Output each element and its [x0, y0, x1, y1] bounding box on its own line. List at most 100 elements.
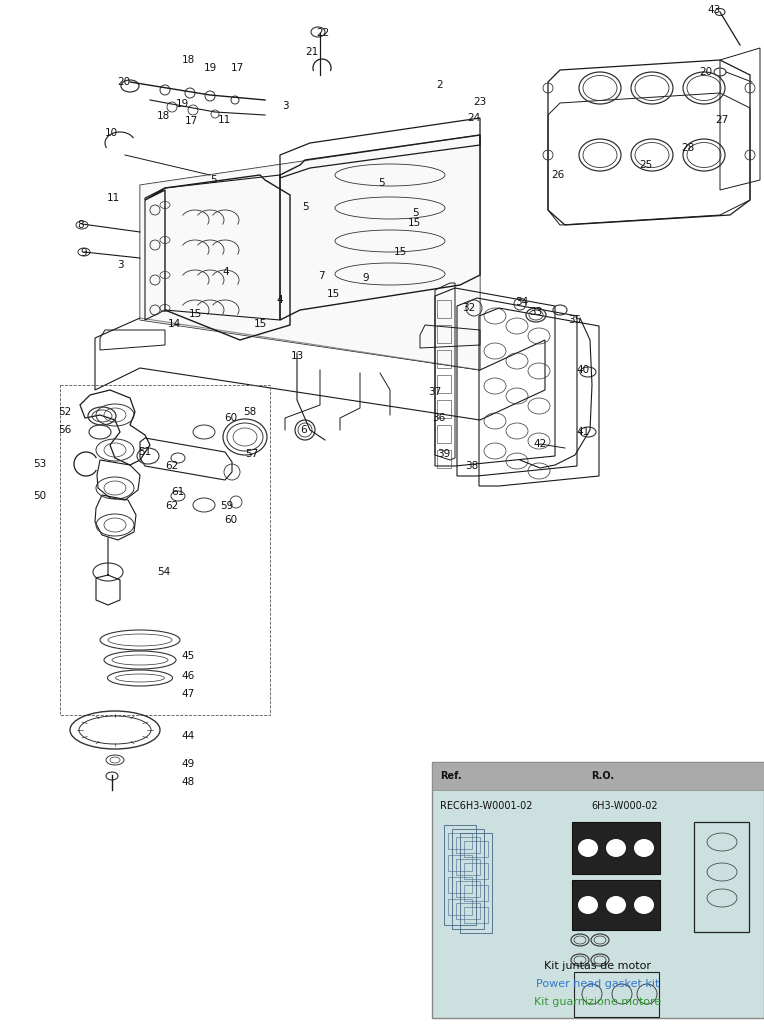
Text: 10: 10	[105, 128, 118, 138]
Text: 4: 4	[222, 267, 229, 278]
Text: 56: 56	[58, 425, 72, 435]
Polygon shape	[140, 135, 480, 370]
Text: 32: 32	[462, 303, 476, 313]
Bar	[456, 881, 480, 897]
Text: 51: 51	[138, 447, 151, 457]
Text: 49: 49	[181, 759, 195, 769]
Bar	[437, 350, 451, 368]
Text: 4: 4	[277, 295, 283, 305]
Text: 47: 47	[181, 689, 195, 699]
Text: 24: 24	[468, 113, 481, 123]
Text: 37: 37	[429, 387, 442, 397]
Text: 46: 46	[181, 671, 195, 681]
Text: R.O.: R.O.	[591, 771, 614, 781]
Text: Ref.: Ref.	[440, 771, 461, 781]
Text: 27: 27	[715, 115, 729, 125]
Text: 21: 21	[306, 47, 319, 57]
Text: 62: 62	[165, 461, 179, 471]
Bar	[448, 833, 472, 849]
Text: 60: 60	[225, 515, 238, 525]
Text: 15: 15	[189, 309, 202, 319]
Text: 45: 45	[181, 651, 195, 662]
Ellipse shape	[634, 839, 654, 857]
Bar	[464, 841, 488, 857]
Text: 57: 57	[245, 449, 259, 459]
Ellipse shape	[606, 896, 626, 914]
Bar	[452, 829, 484, 929]
Text: 35: 35	[568, 315, 581, 325]
Bar	[437, 450, 451, 468]
Bar	[437, 325, 451, 343]
Text: 19: 19	[176, 99, 189, 109]
Text: REC6H3-W0001-02: REC6H3-W0001-02	[440, 801, 533, 811]
Text: 5: 5	[303, 202, 309, 212]
Text: 3: 3	[117, 260, 123, 270]
Text: 11: 11	[106, 193, 120, 203]
Ellipse shape	[578, 839, 598, 857]
Text: 6H3-W000-02: 6H3-W000-02	[591, 801, 658, 811]
Text: 60: 60	[225, 413, 238, 423]
Bar	[448, 899, 472, 915]
Bar	[60, 385, 270, 715]
Text: 61: 61	[171, 487, 185, 497]
Bar	[572, 822, 660, 874]
Text: 58: 58	[244, 407, 257, 417]
Text: 2: 2	[437, 80, 443, 90]
Text: 42: 42	[533, 439, 546, 449]
Text: 53: 53	[34, 459, 47, 469]
Text: 7: 7	[318, 271, 324, 281]
Text: Kit juntas de motor: Kit juntas de motor	[545, 961, 652, 971]
Text: 11: 11	[218, 115, 231, 125]
Bar	[437, 375, 451, 393]
Bar	[448, 855, 472, 871]
Bar	[464, 863, 488, 879]
Text: 43: 43	[707, 5, 720, 15]
Text: 50: 50	[34, 490, 47, 501]
Text: Kit guarnizione motore: Kit guarnizione motore	[534, 997, 662, 1007]
Text: 25: 25	[639, 160, 652, 170]
Text: 20: 20	[699, 67, 713, 77]
Bar	[437, 300, 451, 318]
Text: 9: 9	[363, 273, 369, 283]
Ellipse shape	[606, 839, 626, 857]
Text: 28: 28	[681, 143, 694, 153]
Text: 48: 48	[181, 777, 195, 787]
Text: 23: 23	[474, 97, 487, 106]
Bar	[464, 885, 488, 901]
Text: 9: 9	[81, 248, 87, 258]
Bar	[456, 903, 480, 919]
Text: 33: 33	[529, 307, 542, 317]
Text: 44: 44	[181, 731, 195, 741]
Text: 5: 5	[413, 208, 419, 218]
Text: 19: 19	[203, 63, 217, 73]
Text: 15: 15	[326, 289, 340, 299]
Text: 52: 52	[58, 407, 72, 417]
Bar	[464, 907, 488, 923]
Bar	[437, 425, 451, 443]
Text: 6: 6	[301, 425, 307, 435]
Text: 20: 20	[118, 77, 131, 87]
Ellipse shape	[634, 896, 654, 914]
Bar	[456, 859, 480, 874]
Bar	[572, 880, 660, 930]
Text: 14: 14	[167, 319, 180, 329]
Text: 15: 15	[393, 247, 406, 257]
Text: 18: 18	[181, 55, 195, 65]
Text: 39: 39	[437, 449, 451, 459]
Text: 3: 3	[282, 101, 288, 111]
Text: 17: 17	[231, 63, 244, 73]
Bar	[432, 762, 764, 1018]
Text: 18: 18	[157, 111, 170, 121]
Text: 15: 15	[254, 319, 267, 329]
Text: 22: 22	[316, 28, 329, 38]
Text: 59: 59	[220, 501, 234, 511]
Bar	[444, 825, 476, 925]
Text: 38: 38	[465, 461, 478, 471]
Text: 41: 41	[576, 427, 590, 437]
Text: 62: 62	[165, 501, 179, 511]
Bar	[574, 972, 659, 1017]
Bar	[456, 837, 480, 853]
Bar	[437, 400, 451, 418]
Text: 40: 40	[576, 365, 590, 375]
Text: 34: 34	[516, 297, 529, 307]
